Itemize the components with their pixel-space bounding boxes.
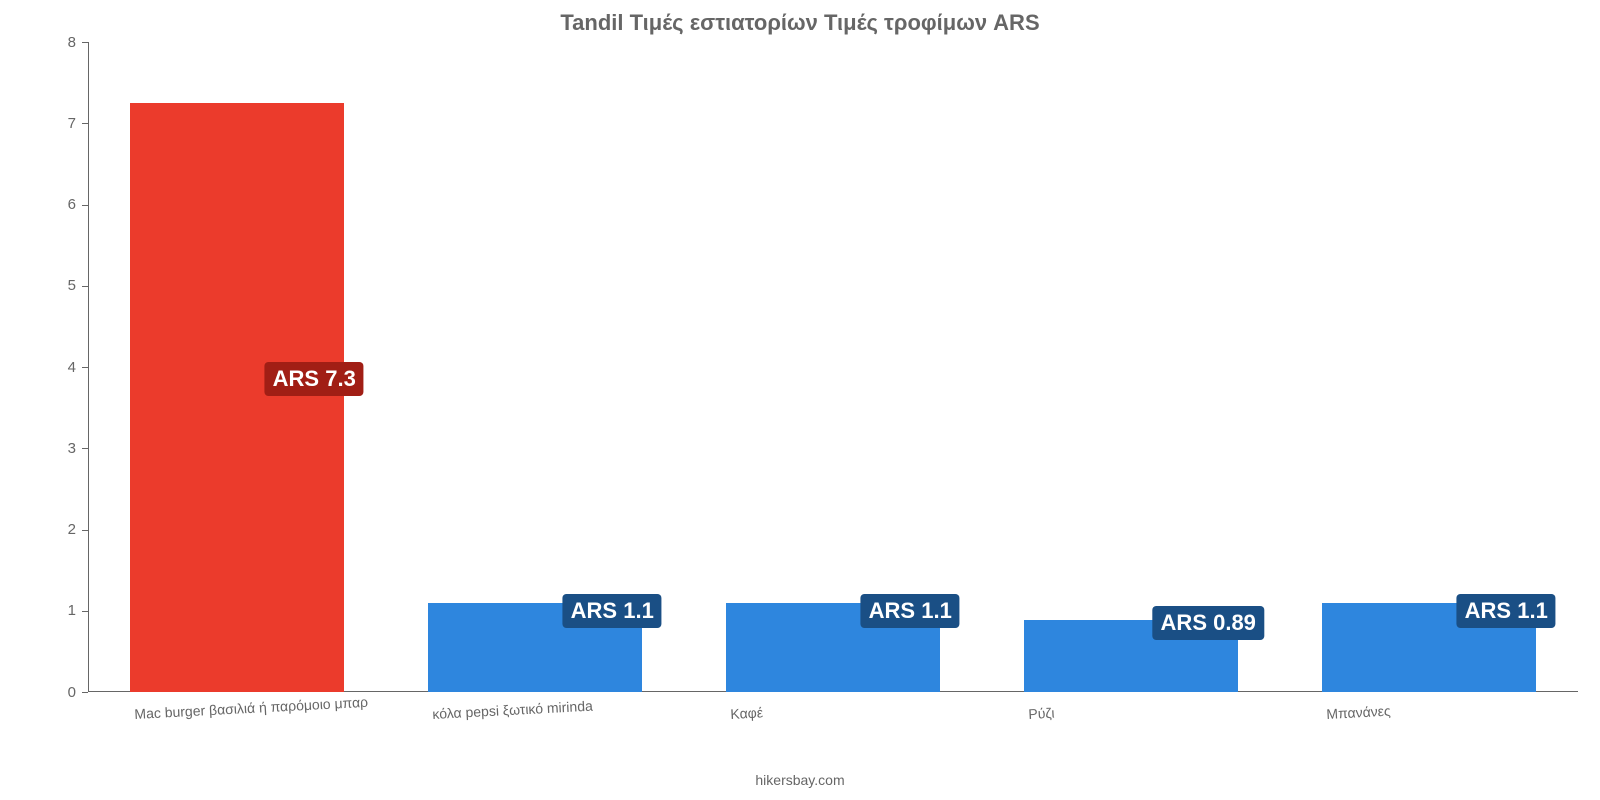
y-tick-label: 1 xyxy=(36,602,76,619)
bar-value-label: ARS 1.1 xyxy=(563,594,662,628)
y-tick-label: 5 xyxy=(36,277,76,294)
y-tick-label: 3 xyxy=(36,440,76,457)
chart-title: Tandil Τιμές εστιατορίων Τιμές τροφίμων … xyxy=(0,10,1600,36)
source-credit: hikersbay.com xyxy=(0,772,1600,788)
y-tick-label: 2 xyxy=(36,521,76,538)
bar xyxy=(130,103,345,692)
x-tick-label: Ρύζι xyxy=(1028,705,1055,722)
plot-area: 012345678 ARS 7.3ARS 1.1ARS 1.1ARS 0.89A… xyxy=(88,42,1578,692)
y-tick-label: 6 xyxy=(36,196,76,213)
x-tick-label: Mac burger βασιλιά ή παρόμοιο μπαρ xyxy=(134,694,368,722)
bar-value-label: ARS 0.89 xyxy=(1153,606,1264,640)
bar-value-label: ARS 1.1 xyxy=(1457,594,1556,628)
chart-container: Tandil Τιμές εστιατορίων Τιμές τροφίμων … xyxy=(0,0,1600,800)
x-tick-label: κόλα pepsi ξωτικό mirinda xyxy=(432,698,593,722)
bar-value-label: ARS 1.1 xyxy=(861,594,960,628)
y-tick-label: 7 xyxy=(36,115,76,132)
x-tick-label: Μπανάνες xyxy=(1326,703,1391,722)
bars-group: ARS 7.3 ARS 1.1 ARS 1.1 ARS 0.89 ARS 1.1 xyxy=(88,42,1578,692)
x-tick-label: Καφέ xyxy=(730,704,763,722)
y-tick-mark xyxy=(82,692,88,693)
y-tick-label: 8 xyxy=(36,34,76,51)
bar-value-label: ARS 7.3 xyxy=(265,362,364,396)
y-tick-label: 4 xyxy=(36,359,76,376)
y-tick-label: 0 xyxy=(36,684,76,701)
